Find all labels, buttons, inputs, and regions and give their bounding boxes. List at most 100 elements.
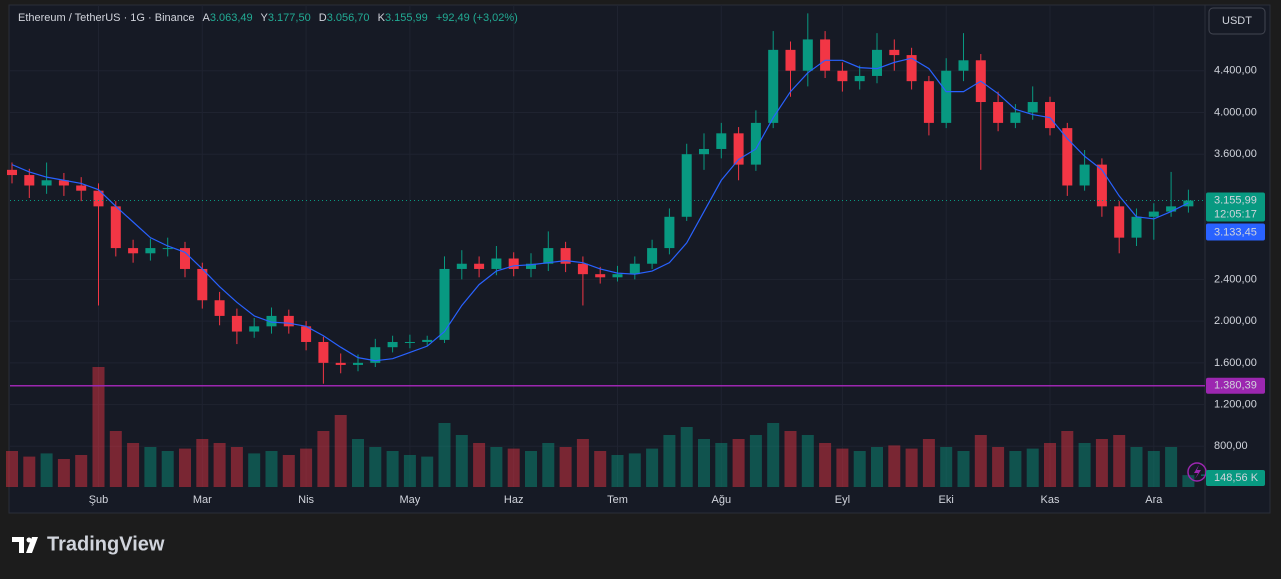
volume-bar bbox=[455, 435, 468, 487]
volume-bar bbox=[525, 451, 537, 487]
candle-body bbox=[197, 268, 208, 301]
candle-body bbox=[1148, 211, 1159, 217]
candle-body bbox=[491, 258, 502, 269]
volume-bar bbox=[853, 451, 866, 487]
volume-bar bbox=[1078, 443, 1091, 487]
x-tick-label: Ağu bbox=[712, 494, 732, 506]
candle-body bbox=[560, 248, 571, 264]
volume-bar bbox=[473, 443, 486, 487]
volume-bar bbox=[265, 451, 278, 487]
countdown: 12:05:17 bbox=[1214, 208, 1257, 220]
candle-body bbox=[854, 75, 865, 82]
volume-bar bbox=[317, 431, 330, 487]
legend-value: 3.155,99 bbox=[385, 12, 428, 24]
volume-bar bbox=[836, 448, 849, 487]
volume-bar bbox=[1026, 448, 1039, 487]
volume-bar bbox=[663, 435, 676, 487]
volume-bar bbox=[127, 443, 140, 487]
y-tick-label: 2.400,00 bbox=[1214, 273, 1257, 285]
volume-bar bbox=[334, 415, 347, 487]
candle-body bbox=[1114, 206, 1125, 238]
volume-bar bbox=[784, 431, 797, 487]
x-tick-label: May bbox=[400, 494, 421, 506]
candle-body bbox=[872, 49, 882, 76]
candle-body bbox=[76, 185, 87, 191]
volume-bar bbox=[1009, 451, 1022, 487]
x-tick-label: Kas bbox=[1041, 494, 1060, 506]
volume-bar bbox=[1182, 475, 1195, 487]
candle-body bbox=[1079, 164, 1090, 186]
volume-bar bbox=[161, 451, 174, 487]
candle-body bbox=[733, 133, 744, 165]
currency[interactable]: USDT bbox=[1222, 15, 1252, 27]
volume-box bbox=[1206, 470, 1265, 486]
currency-button[interactable] bbox=[1208, 7, 1266, 35]
candle-body bbox=[456, 263, 467, 269]
volume-bar bbox=[1113, 435, 1126, 487]
volume-bar bbox=[300, 448, 313, 487]
candle-body bbox=[1166, 206, 1177, 212]
candle-body bbox=[889, 49, 900, 56]
volume-bar bbox=[179, 448, 191, 487]
candle-body bbox=[231, 315, 242, 332]
x-tick-label: Eyl bbox=[835, 494, 850, 506]
volume-bar bbox=[438, 423, 451, 487]
candle-body bbox=[906, 55, 917, 82]
volume-bar bbox=[369, 447, 382, 487]
volume-bar bbox=[1095, 439, 1108, 487]
volume-bar bbox=[559, 447, 572, 487]
candle-body bbox=[93, 190, 104, 207]
candle-body bbox=[508, 258, 519, 269]
volume-bar bbox=[490, 447, 503, 487]
hline-label: 1.380,39 bbox=[1214, 380, 1257, 392]
logo-mark bbox=[12, 537, 38, 553]
candle-body bbox=[283, 315, 294, 327]
legend-key: Y bbox=[261, 12, 269, 24]
x-tick-label: Ara bbox=[1145, 494, 1163, 506]
volume-bar bbox=[403, 455, 416, 487]
candle-body bbox=[820, 39, 831, 71]
y-tick-label: 4.400,00 bbox=[1214, 65, 1257, 77]
legend-value: 3.177,50 bbox=[268, 12, 311, 24]
candle-body bbox=[422, 339, 433, 342]
candle-body bbox=[647, 248, 658, 264]
volume-bar bbox=[1044, 443, 1056, 487]
volume-bar bbox=[109, 431, 122, 487]
candle-body bbox=[681, 154, 692, 217]
volume-bar bbox=[282, 455, 295, 487]
moving-average bbox=[11, 57, 1189, 362]
candle-body bbox=[24, 175, 35, 186]
volume-bar bbox=[23, 456, 36, 487]
volume-bar bbox=[213, 443, 226, 487]
candle-body bbox=[58, 180, 69, 186]
y-tick-label: 1.600,00 bbox=[1214, 357, 1257, 369]
candle-body bbox=[1096, 164, 1107, 207]
candle-body bbox=[958, 60, 969, 71]
volume-bar bbox=[732, 439, 745, 487]
candle-body bbox=[716, 133, 727, 149]
last-price-label: 3.155,99 bbox=[1214, 194, 1257, 206]
candle-body bbox=[941, 70, 952, 123]
candle-body bbox=[612, 274, 623, 278]
legend-key: A bbox=[203, 12, 211, 24]
candle-body bbox=[837, 70, 848, 82]
volume-bar bbox=[144, 447, 157, 487]
candle-body bbox=[387, 341, 398, 348]
candle-body bbox=[301, 326, 312, 342]
candle-body bbox=[266, 315, 277, 327]
y-tick-label: 2.000,00 bbox=[1214, 315, 1257, 327]
candle-body bbox=[1131, 216, 1142, 238]
candle-body bbox=[370, 347, 381, 363]
candle-body bbox=[993, 102, 1004, 123]
volume-bar bbox=[1061, 431, 1074, 487]
candle-body bbox=[162, 248, 173, 250]
y-tick-label: 800,00 bbox=[1214, 440, 1248, 452]
hline-box bbox=[1206, 377, 1265, 394]
chart-panel bbox=[8, 4, 1271, 514]
candle-body bbox=[128, 248, 139, 254]
candle-body bbox=[474, 263, 485, 269]
candle-body bbox=[1027, 102, 1038, 113]
candle-body bbox=[768, 49, 779, 123]
